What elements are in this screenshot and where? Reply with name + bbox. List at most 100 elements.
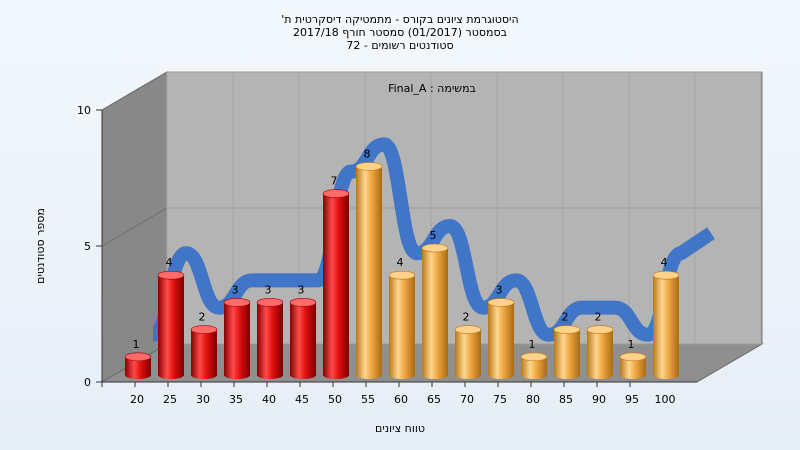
- bar-top: [652, 270, 680, 280]
- bar-top: [388, 270, 416, 280]
- bar-body: [323, 193, 349, 379]
- x-tick-label: 35: [229, 393, 243, 406]
- data-label: 4: [166, 256, 173, 269]
- data-label: 3: [265, 283, 272, 296]
- bar-body: [653, 275, 679, 379]
- bar: 4: [652, 256, 680, 379]
- bar: 2: [454, 311, 482, 379]
- x-tick-label: 25: [163, 393, 177, 406]
- bar: 4: [157, 256, 185, 379]
- x-tick-label: 65: [427, 393, 441, 406]
- x-tick-label: 90: [592, 393, 606, 406]
- bar-top: [619, 352, 647, 362]
- bar: 1: [520, 338, 548, 379]
- bar-top: [256, 298, 284, 307]
- data-label: 8: [364, 147, 371, 160]
- bar: 3: [487, 283, 515, 379]
- x-tick-label: 45: [295, 393, 309, 406]
- data-label: 3: [298, 283, 305, 296]
- data-label: 4: [661, 256, 668, 269]
- chart-title-line-3: סטודנטים רשומים - 72: [346, 39, 453, 52]
- bar-top: [190, 325, 218, 334]
- data-label: 1: [529, 338, 536, 351]
- data-label: 7: [331, 175, 338, 188]
- data-label: 2: [463, 311, 470, 324]
- gridline-left: [101, 207, 168, 247]
- gridline-left: [101, 71, 168, 111]
- bar-top: [355, 162, 383, 171]
- bar-body: [257, 302, 283, 379]
- data-label: 3: [496, 283, 503, 296]
- bar: 2: [553, 311, 581, 379]
- bar-body: [554, 329, 580, 379]
- bar-top: [553, 325, 581, 334]
- bar-top: [289, 298, 317, 307]
- bar-body: [521, 356, 547, 379]
- x-tick-label: 55: [361, 393, 375, 406]
- bar: 3: [256, 283, 284, 379]
- chart-title-line-1: היסטוגרמת ציונים בקורס - מתמטיקה דיסקרטי…: [281, 13, 518, 26]
- bar-body: [455, 329, 481, 379]
- bar-top: [157, 270, 185, 280]
- bar-top: [322, 189, 350, 198]
- bar-top: [421, 243, 449, 253]
- bar-body: [389, 275, 415, 379]
- bar-body: [191, 329, 217, 379]
- x-tick-label: 95: [625, 393, 639, 406]
- bar-top: [124, 352, 152, 362]
- bar-top: [223, 298, 251, 307]
- data-label: 1: [133, 338, 140, 351]
- data-label: 2: [562, 311, 569, 324]
- y-tick-label: 5: [84, 240, 91, 253]
- bar: 5: [421, 229, 449, 379]
- bar-body: [488, 302, 514, 379]
- bar-top: [520, 352, 548, 362]
- trend-curve: [150, 137, 715, 342]
- x-tick-label: 50: [328, 393, 342, 406]
- bar: 3: [223, 283, 251, 379]
- x-tick-label: 40: [262, 393, 276, 406]
- y-tick-label: 0: [84, 376, 91, 389]
- x-tick-label: 75: [493, 393, 507, 406]
- x-tick-label: 80: [526, 393, 540, 406]
- x-tick-label: 70: [460, 393, 474, 406]
- bar-body: [620, 356, 646, 379]
- x-tick-label: 20: [130, 393, 144, 406]
- chart-title-line-2: בסמסטר (01/2017) סמסטר חורף 2017/18: [293, 26, 507, 39]
- bar-top: [454, 325, 482, 334]
- bar: 2: [586, 311, 614, 379]
- bar-top: [487, 298, 515, 307]
- data-label: 2: [595, 311, 602, 324]
- data-label: 5: [430, 229, 437, 242]
- x-axis-title: טווח ציונים: [375, 422, 425, 435]
- x-tick-label: 30: [196, 393, 210, 406]
- bar: 8: [355, 147, 383, 379]
- bar-body: [356, 166, 382, 379]
- chart-annotation: במשימה : Final_A: [388, 82, 476, 95]
- bar: 1: [619, 338, 647, 379]
- data-label: 2: [199, 311, 206, 324]
- bar: 1: [124, 338, 152, 379]
- bar: 7: [322, 175, 350, 379]
- bar-body: [158, 275, 184, 379]
- x-tick-label: 85: [559, 393, 573, 406]
- bar-body: [422, 248, 448, 379]
- x-tick-label: 100: [655, 393, 676, 406]
- bar-body: [290, 302, 316, 379]
- data-label: 4: [397, 256, 404, 269]
- y-tick-label: 10: [77, 104, 91, 117]
- bar-body: [125, 356, 151, 379]
- bar: 2: [190, 311, 218, 379]
- bars: 1 4 2 3 3 3 7 8 4 5 2 3 1 2 2 1 4: [124, 147, 680, 379]
- bar-body: [224, 302, 250, 379]
- bar-top: [586, 325, 614, 334]
- y-axis-title: מספר סטודנטים: [34, 208, 47, 284]
- bar: 3: [289, 283, 317, 379]
- bar: 4: [388, 256, 416, 379]
- x-tick-label: 60: [394, 393, 408, 406]
- data-label: 1: [628, 338, 635, 351]
- data-label: 3: [232, 283, 239, 296]
- bar-body: [587, 329, 613, 379]
